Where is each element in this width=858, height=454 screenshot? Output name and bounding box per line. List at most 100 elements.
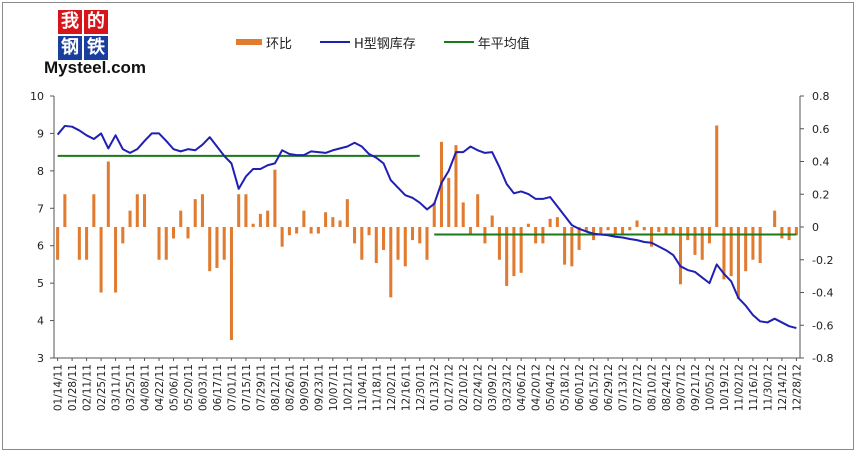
bar-mom — [345, 199, 349, 227]
bar-mom — [642, 227, 646, 231]
bar-mom — [251, 223, 255, 227]
bar-mom — [121, 227, 125, 244]
bar-mom — [700, 227, 704, 260]
bar-mom — [229, 227, 233, 340]
bar-mom — [584, 227, 588, 232]
bar-mom — [302, 210, 306, 228]
x-axis-tick-label: 11/18/11 — [371, 364, 383, 411]
bar-mom — [374, 227, 378, 264]
x-axis-tick-label: 06/03/11 — [197, 364, 209, 411]
bar-mom — [519, 227, 523, 273]
x-axis-tick-label: 09/07/12 — [676, 364, 688, 411]
bar-mom — [628, 227, 632, 231]
x-axis-tick-label: 09/21/12 — [690, 364, 702, 411]
bar-mom — [548, 218, 552, 227]
bar-mom — [432, 202, 436, 227]
bar-mom — [678, 227, 683, 285]
bar-mom — [693, 227, 697, 255]
bar-mom — [164, 227, 168, 260]
x-axis-tick-label: 03/23/12 — [502, 364, 514, 411]
bar-mom — [179, 210, 183, 228]
x-axis-tick-label: 07/15/11 — [241, 364, 253, 411]
bar-mom — [613, 227, 617, 236]
bar-mom — [497, 227, 501, 260]
bar-mom — [563, 227, 567, 265]
x-axis-tick-label: 02/24/12 — [473, 364, 485, 411]
bar-mom — [316, 227, 320, 234]
bar-mom — [555, 217, 559, 227]
x-axis-tick-label: 06/01/12 — [574, 364, 586, 411]
bar-mom — [410, 227, 415, 241]
bar-mom — [744, 227, 748, 272]
bar-mom — [287, 227, 291, 236]
bar-mom — [736, 227, 740, 300]
bar-mom — [99, 227, 103, 293]
bar-mom — [490, 215, 494, 227]
bar-mom — [157, 227, 161, 260]
bar-mom — [722, 227, 726, 280]
bar-mom — [526, 223, 530, 227]
x-axis-tick-label: 09/23/11 — [313, 364, 325, 411]
right-axis-tick-label: 0.2 — [812, 188, 830, 201]
logo-char-box: 钢 — [58, 36, 82, 60]
right-axis-tick-label: 0.6 — [812, 123, 830, 136]
right-axis-tick-label: 0 — [812, 221, 819, 234]
x-axis-tick-label: 04/20/12 — [531, 364, 543, 411]
bar-mom — [280, 227, 284, 247]
bar-mom — [237, 194, 241, 227]
bar-mom — [114, 227, 118, 293]
legend-item-inventory: H型钢库存 — [320, 33, 416, 52]
x-axis-tick-label: 08/24/12 — [661, 364, 673, 411]
bar-mom — [360, 227, 364, 260]
left-axis-tick-label: 4 — [37, 315, 44, 328]
x-axis-tick-label: 02/10/12 — [458, 364, 470, 411]
bar-mom — [715, 125, 719, 227]
logo-char-box: 的 — [84, 10, 108, 34]
bar-mom — [650, 227, 654, 247]
x-axis-tick-label: 12/16/11 — [400, 364, 412, 411]
logo-char-box: 铁 — [84, 36, 108, 60]
left-axis-tick-label: 3 — [37, 352, 44, 365]
bar-mom — [476, 194, 480, 227]
x-axis-tick-label: 08/12/11 — [270, 364, 282, 411]
bar-mom — [208, 227, 212, 272]
bar-mom — [273, 169, 277, 227]
bar-mom — [635, 220, 639, 227]
bar-mom — [215, 227, 219, 268]
line-inventory — [56, 124, 797, 330]
bar-mom — [92, 194, 96, 227]
legend-item-annual-avg: 年平均值 — [443, 33, 530, 52]
bar-mom — [780, 227, 784, 239]
legend-item-mom: 环比 — [236, 33, 292, 52]
bar-mom — [758, 227, 762, 264]
x-axis-tick-label: 05/20/11 — [183, 364, 195, 411]
legend-swatch-line — [320, 41, 351, 43]
x-axis-tick-label: 06/17/11 — [212, 364, 224, 411]
bar-mom — [570, 227, 574, 267]
bar-mom — [621, 227, 625, 234]
x-axis-tick-label: 01/13/12 — [429, 364, 441, 411]
bar-mom — [425, 227, 429, 260]
bar-mom — [143, 194, 147, 227]
x-axis-tick-label: 12/28/12 — [791, 364, 803, 411]
bar-mom — [396, 227, 400, 260]
bar-mom — [512, 227, 516, 277]
x-axis-tick-label: 05/06/11 — [169, 364, 181, 411]
x-axis-tick-label: 01/27/12 — [444, 364, 456, 411]
x-axis-tick-label: 11/02/12 — [733, 364, 745, 411]
bar-mom — [106, 161, 110, 227]
legend-swatch-bar — [236, 39, 262, 45]
x-axis-tick-label: 07/13/12 — [618, 364, 630, 411]
bar-mom — [309, 227, 313, 234]
x-axis-tick-label: 07/01/11 — [226, 364, 238, 411]
bar-mom — [135, 194, 139, 227]
x-axis-tick-label: 12/02/11 — [386, 364, 398, 411]
legend-label-inventory: H型钢库存 — [354, 36, 416, 52]
x-axis-tick-label: 10/21/11 — [342, 364, 354, 411]
bar-mom — [200, 194, 204, 227]
bar-mom — [664, 227, 668, 236]
x-axis-tick-label: 10/05/12 — [704, 364, 716, 411]
bar-mom — [505, 227, 509, 286]
x-axis-tick-label: 11/30/12 — [762, 364, 774, 411]
